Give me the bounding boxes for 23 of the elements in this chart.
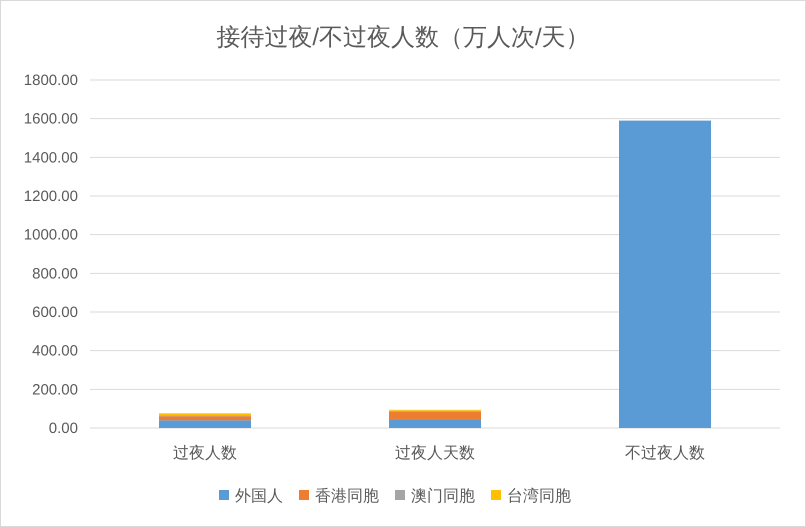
bar bbox=[389, 419, 481, 428]
bar bbox=[389, 412, 481, 420]
y-tick-label: 0.00 bbox=[48, 420, 78, 437]
x-tick-label: 不过夜人数 bbox=[625, 444, 705, 462]
y-tick-label: 600.00 bbox=[32, 304, 78, 321]
legend-label: 台湾同胞 bbox=[507, 487, 571, 505]
legend-label: 香港同胞 bbox=[315, 487, 379, 505]
bar bbox=[159, 416, 251, 420]
x-tick-label: 过夜人天数 bbox=[395, 444, 475, 462]
legend-label: 澳门同胞 bbox=[411, 487, 475, 505]
y-tick-label: 200.00 bbox=[32, 381, 78, 398]
y-tick-label: 1800.00 bbox=[24, 72, 78, 89]
y-tick-label: 1600.00 bbox=[24, 110, 78, 128]
y-tick-label: 400.00 bbox=[32, 342, 78, 360]
y-tick-label: 800.00 bbox=[32, 265, 78, 282]
y-tick-label: 1000.00 bbox=[24, 226, 78, 244]
y-tick-label: 1400.00 bbox=[24, 149, 78, 166]
bar bbox=[619, 120, 711, 428]
legend-label: 外国人 bbox=[235, 488, 283, 505]
title: 接待过夜/不过夜人数（万人次/天） bbox=[216, 24, 590, 51]
bar bbox=[159, 420, 251, 428]
y-tick-label: 1200.00 bbox=[24, 188, 78, 205]
x-tick-label: 过夜人数 bbox=[173, 444, 237, 462]
